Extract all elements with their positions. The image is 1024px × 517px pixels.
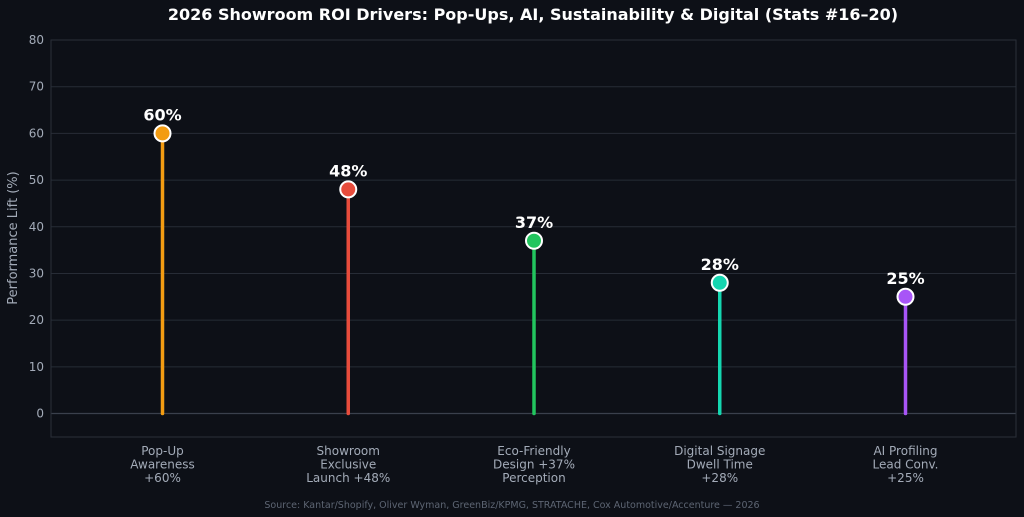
- category-label: Pop-Up Awareness +60%: [130, 444, 194, 485]
- category-label-line: Showroom: [317, 444, 380, 458]
- lollipop-marks: 60% 48% 37% 28% 25%: [143, 105, 925, 416]
- category-label-line: Launch +48%: [306, 471, 390, 485]
- data-label: 25%: [886, 269, 924, 288]
- x-axis-categories: Pop-Up Awareness +60% Showroom Exclusive Laun…: [130, 444, 938, 485]
- plot-frame: [50, 39, 1017, 438]
- category-label: Showroom Exclusive Launch +48%: [306, 444, 390, 485]
- y-tick-label: 30: [29, 266, 44, 280]
- source-note: Source: Kantar/Shopify, Oliver Wyman, Gr…: [264, 500, 759, 511]
- category-label-line: Design +37%: [493, 458, 575, 472]
- category-label-line: Awareness: [130, 458, 194, 472]
- category-label-line: Eco-Friendly: [497, 444, 570, 458]
- category-label-line: Lead Conv.: [873, 458, 939, 472]
- data-label: 28%: [701, 255, 739, 274]
- y-tick-label: 0: [36, 407, 44, 421]
- category-label-line: +28%: [701, 471, 738, 485]
- y-tick-label: 10: [29, 360, 44, 374]
- category-label-line: +60%: [144, 471, 181, 485]
- category-label-line: +25%: [887, 471, 924, 485]
- chart-title: 2026 Showroom ROI Drivers: Pop-Ups, AI, …: [168, 5, 898, 24]
- y-tick-label: 70: [29, 80, 44, 94]
- data-label: 60%: [143, 105, 181, 124]
- category-label-line: Dwell Time: [687, 458, 753, 472]
- y-axis-label: Performance Lift (%): [6, 171, 21, 304]
- y-tick-label: 40: [29, 220, 44, 234]
- lollipop-dot: [339, 180, 358, 199]
- y-tick-label: 50: [29, 173, 44, 187]
- lollipop-dot: [896, 287, 915, 306]
- data-label: 37%: [515, 213, 553, 232]
- y-tick-label: 80: [29, 33, 44, 47]
- y-axis-ticks: 0 10 20 30 40 50 60 70 80: [29, 33, 44, 421]
- category-label: AI Profiling Lead Conv. +25%: [873, 444, 939, 485]
- data-label: 48%: [329, 161, 367, 180]
- category-label-line: Exclusive: [320, 458, 376, 472]
- y-tick-label: 60: [29, 126, 44, 140]
- lollipop-dot: [710, 273, 729, 292]
- category-label: Eco-Friendly Design +37% Perception: [493, 444, 575, 485]
- category-label-line: Digital Signage: [674, 444, 765, 458]
- category-label-line: Pop-Up: [141, 444, 184, 458]
- lollipop-dot: [153, 124, 172, 143]
- y-tick-label: 20: [29, 313, 44, 327]
- category-label: Digital Signage Dwell Time +28%: [674, 444, 765, 485]
- lollipop-dot: [525, 231, 543, 250]
- category-label-line: AI Profiling: [873, 444, 937, 458]
- category-label-line: Perception: [502, 471, 565, 485]
